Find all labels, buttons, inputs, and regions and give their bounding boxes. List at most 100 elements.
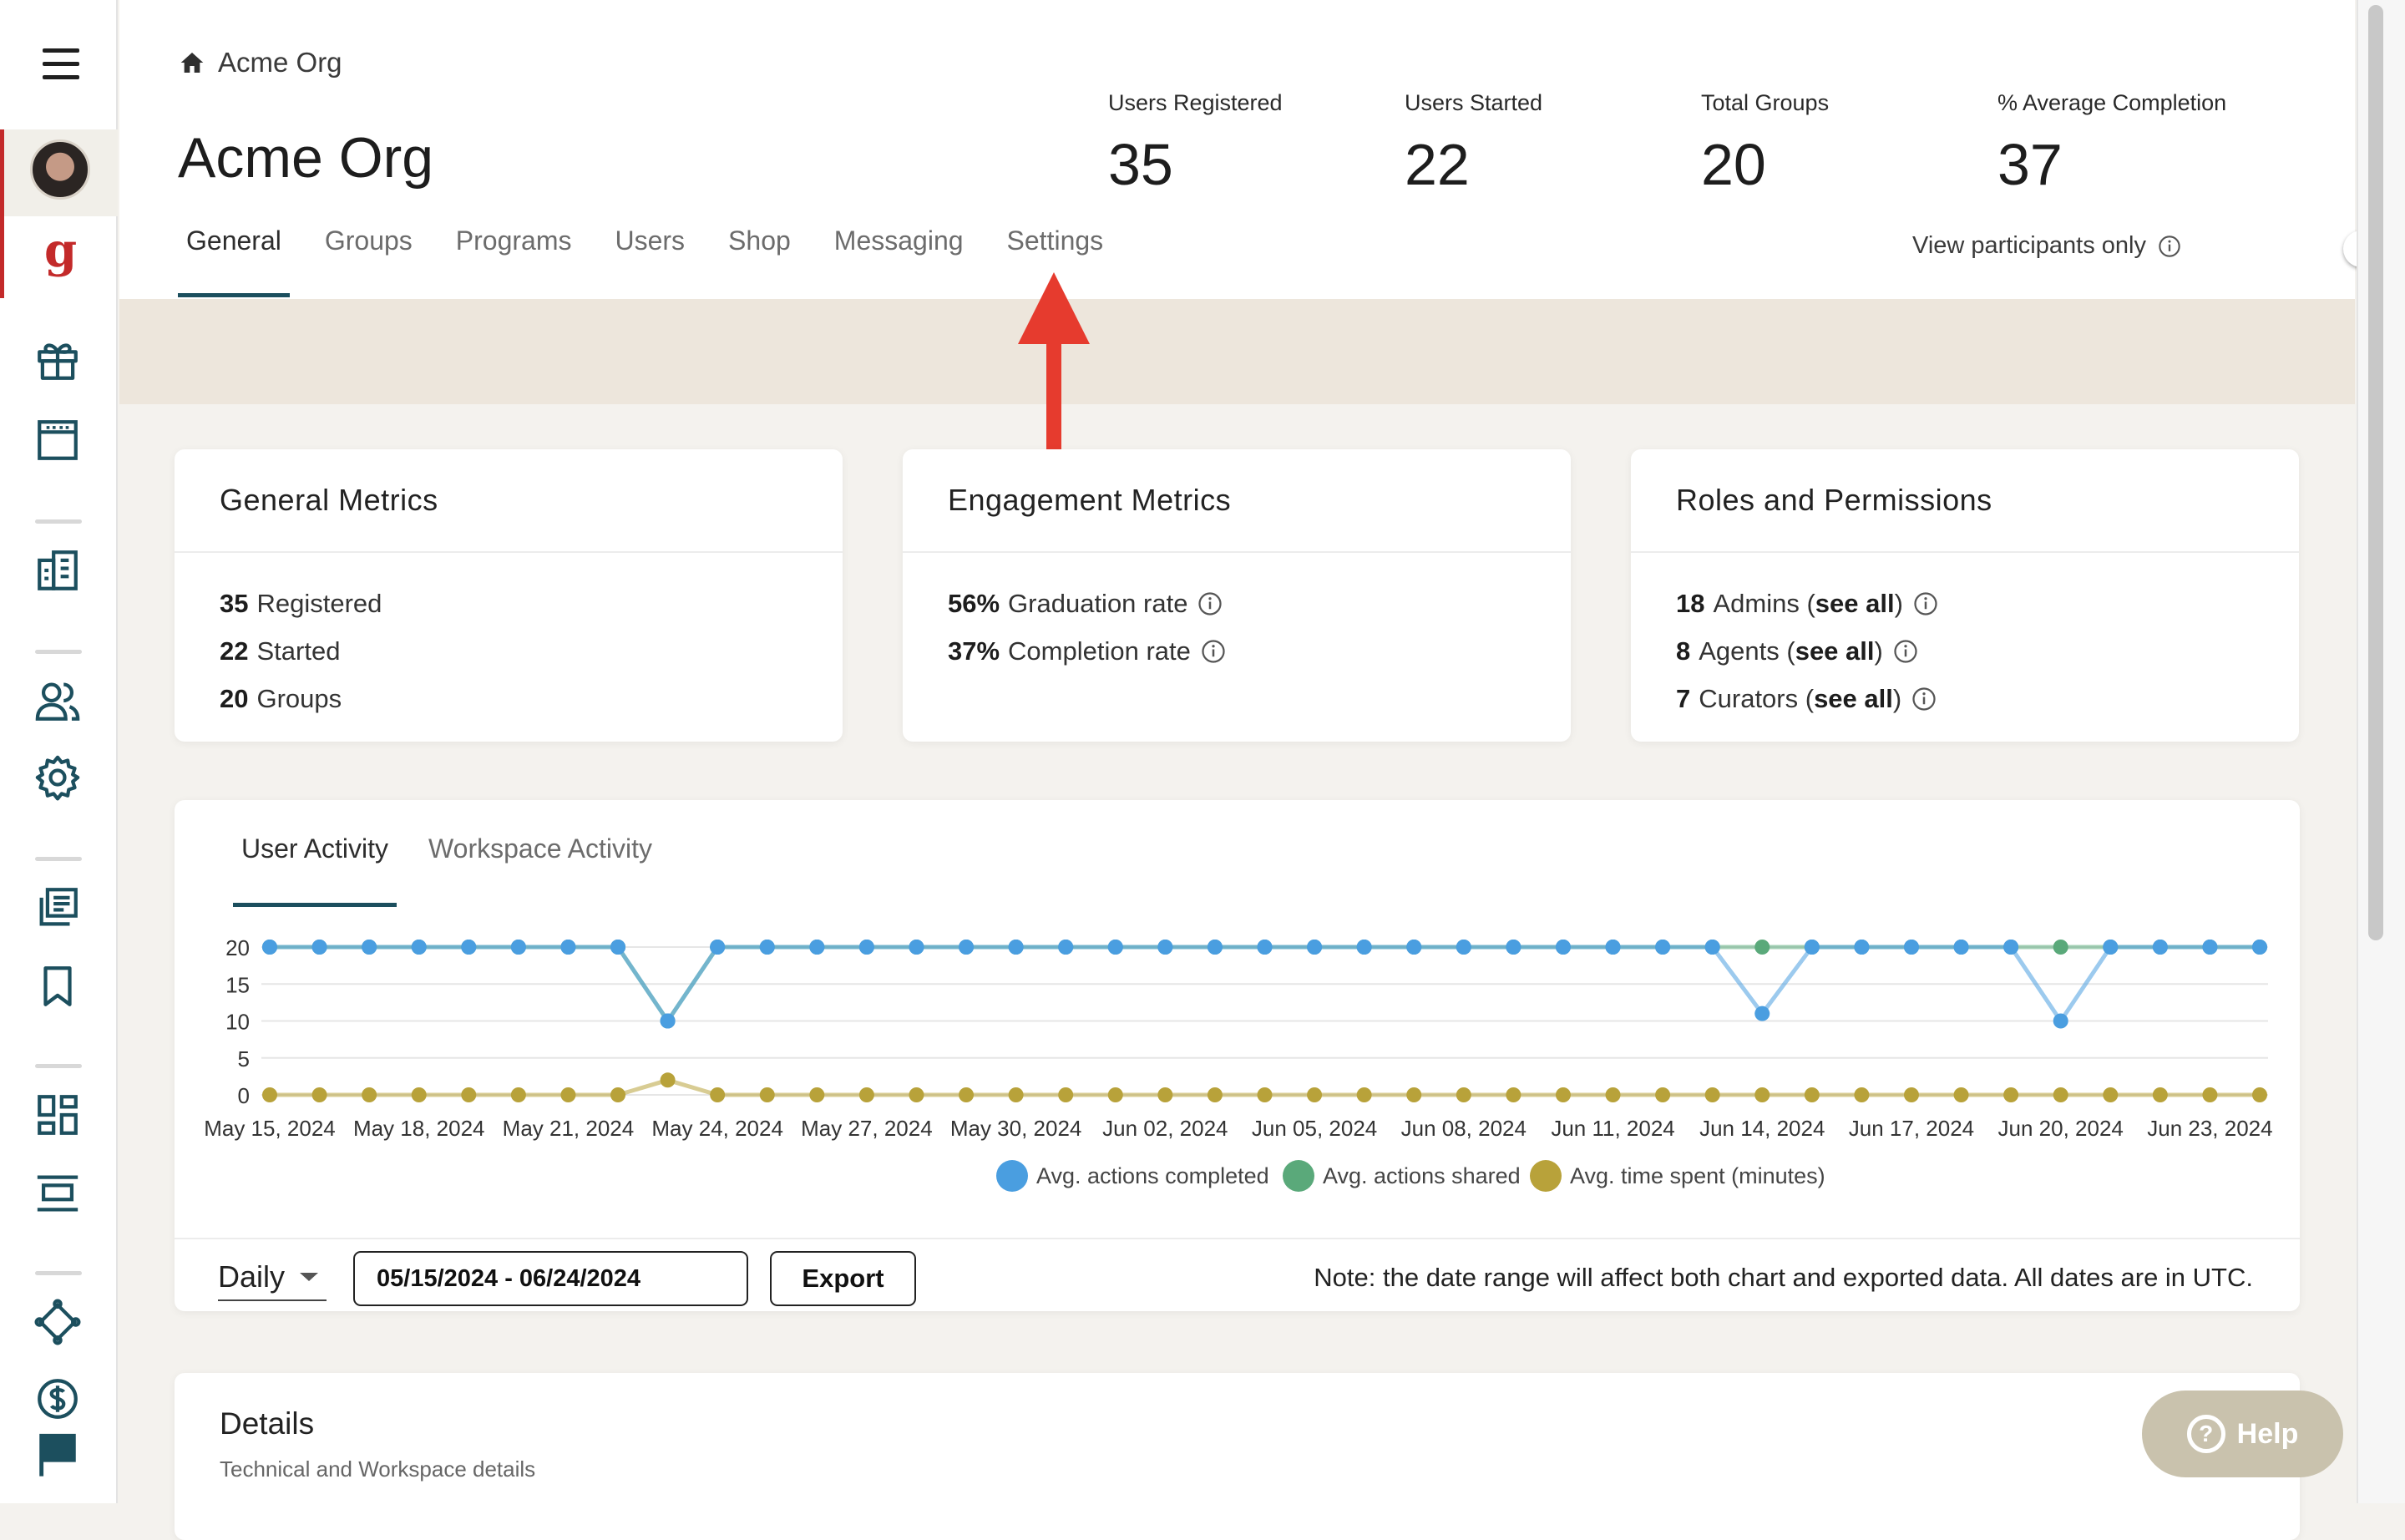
page-scrollbar[interactable] <box>2357 0 2405 1503</box>
data-point <box>461 1087 477 1102</box>
data-point <box>660 1072 676 1088</box>
data-point <box>1008 1087 1024 1102</box>
tab-groups[interactable]: Groups <box>324 225 413 256</box>
tab-shop[interactable]: Shop <box>728 225 791 256</box>
info-icon[interactable] <box>2158 235 2181 258</box>
data-point <box>1107 1087 1123 1102</box>
page-title: Acme Org <box>178 126 434 190</box>
calendar-icon[interactable] <box>33 416 82 464</box>
tab-programs[interactable]: Programs <box>455 225 572 256</box>
metric-row: 35 Registered <box>220 588 382 618</box>
data-point <box>1058 940 1074 955</box>
data-point <box>461 940 477 955</box>
role-row: 7 Curators (see all) <box>1676 675 2254 722</box>
bookmark-icon[interactable] <box>33 962 82 1011</box>
info-icon[interactable] <box>1911 686 1937 712</box>
info-icon[interactable] <box>1893 639 1918 664</box>
data-point <box>1903 940 1919 955</box>
metric-row: 20 Groups <box>220 683 342 713</box>
see-all-link[interactable]: see all <box>1814 683 1893 713</box>
data-point <box>858 1087 874 1102</box>
data-point <box>1356 940 1372 955</box>
data-point <box>909 940 924 955</box>
data-point <box>2003 940 2019 955</box>
dashboard-icon[interactable] <box>33 1091 82 1139</box>
menu-icon[interactable] <box>43 48 79 80</box>
info-icon[interactable] <box>1201 639 1226 664</box>
data-point <box>2202 1087 2218 1102</box>
info-icon[interactable] <box>1197 591 1223 616</box>
data-point <box>1704 940 1720 955</box>
stat-users-registered: Users Registered 35 <box>1108 90 1283 198</box>
granularity-select[interactable]: Daily <box>218 1254 327 1301</box>
see-all-link[interactable]: see all <box>1795 636 1875 666</box>
data-point <box>362 1087 377 1102</box>
data-point <box>560 1087 576 1102</box>
card-title: Engagement Metrics <box>948 483 1232 517</box>
annotation-arrow <box>1018 272 1090 466</box>
breadcrumb[interactable]: Acme Org <box>178 47 342 79</box>
legend-swatch <box>1283 1160 1314 1192</box>
see-all-link[interactable]: see all <box>1815 588 1895 618</box>
date-range-input[interactable] <box>353 1251 748 1306</box>
data-point <box>1953 1087 1969 1102</box>
stat-value: 37 <box>1997 132 2063 197</box>
data-point <box>1804 1087 1820 1102</box>
profile-nav-item[interactable] <box>0 129 118 216</box>
tab-users[interactable]: Users <box>615 225 686 256</box>
scrollbar-thumb[interactable] <box>2368 5 2383 940</box>
data-point <box>2202 940 2218 955</box>
x-tick-label: Jun 11, 2024 <box>1551 1116 1674 1141</box>
gear-icon[interactable] <box>33 753 82 802</box>
users-icon[interactable] <box>33 676 82 725</box>
x-tick-label: May 24, 2024 <box>651 1116 783 1141</box>
gift-icon[interactable] <box>33 336 82 384</box>
data-point <box>809 1087 825 1102</box>
x-tick-label: Jun 20, 2024 <box>1998 1116 2124 1141</box>
tab-user-activity[interactable]: User Activity <box>233 833 397 907</box>
data-point <box>1953 940 1969 955</box>
stat-value: 35 <box>1108 132 1173 197</box>
tab-settings[interactable]: Settings <box>1006 225 1104 256</box>
avatar[interactable] <box>30 139 90 200</box>
data-point <box>1406 940 1422 955</box>
tab-messaging[interactable]: Messaging <box>833 225 964 256</box>
view-participants: View participants only <box>1912 232 2181 260</box>
export-button[interactable]: Export <box>770 1251 916 1306</box>
help-button[interactable]: ? Help <box>2142 1391 2343 1477</box>
data-point <box>2003 1087 2019 1102</box>
brand-nav-item[interactable]: g <box>0 216 118 298</box>
legend-swatch <box>996 1160 1028 1192</box>
data-point <box>1903 1087 1919 1102</box>
stat-label: Users Started <box>1405 90 1543 115</box>
activity-card: User Activity Workspace Activity 20 15 10 5… <box>175 800 2300 1311</box>
data-point <box>1257 940 1273 955</box>
data-point <box>2252 1087 2267 1102</box>
data-point <box>959 1087 975 1102</box>
tab-workspace-activity[interactable]: Workspace Activity <box>428 833 652 864</box>
data-point <box>1555 940 1571 955</box>
info-icon[interactable] <box>1913 591 1938 616</box>
stat-label: Total Groups <box>1701 90 1830 115</box>
org-tabs: General Groups Programs Users Shop Messa… <box>178 225 1138 297</box>
activity-chart: 20 15 10 5 0 May 15, 2024 May 18, 2024 May 21, … <box>204 935 2273 1192</box>
data-point <box>1307 1087 1323 1102</box>
tab-general[interactable]: General <box>178 225 290 297</box>
x-tick-label: Jun 02, 2024 <box>1102 1116 1228 1141</box>
data-point <box>710 940 726 955</box>
chart-controls: Daily Export Note: the date range will a… <box>175 1238 2300 1311</box>
data-point <box>2152 940 2168 955</box>
layout-icon[interactable] <box>33 1169 82 1218</box>
flag-icon[interactable] <box>33 1430 82 1478</box>
billing-icon[interactable] <box>33 1375 82 1423</box>
home-icon[interactable] <box>178 49 206 76</box>
data-point <box>2152 1087 2168 1102</box>
integrations-icon[interactable] <box>33 1298 82 1346</box>
library-icon[interactable] <box>33 884 82 932</box>
data-point <box>1456 940 1471 955</box>
breadcrumb-org[interactable]: Acme Org <box>218 47 342 78</box>
legend-swatch <box>1530 1160 1562 1192</box>
buildings-icon[interactable] <box>33 546 82 595</box>
activity-tabs: User Activity Workspace Activity <box>233 833 684 907</box>
data-point <box>1605 1087 1621 1102</box>
